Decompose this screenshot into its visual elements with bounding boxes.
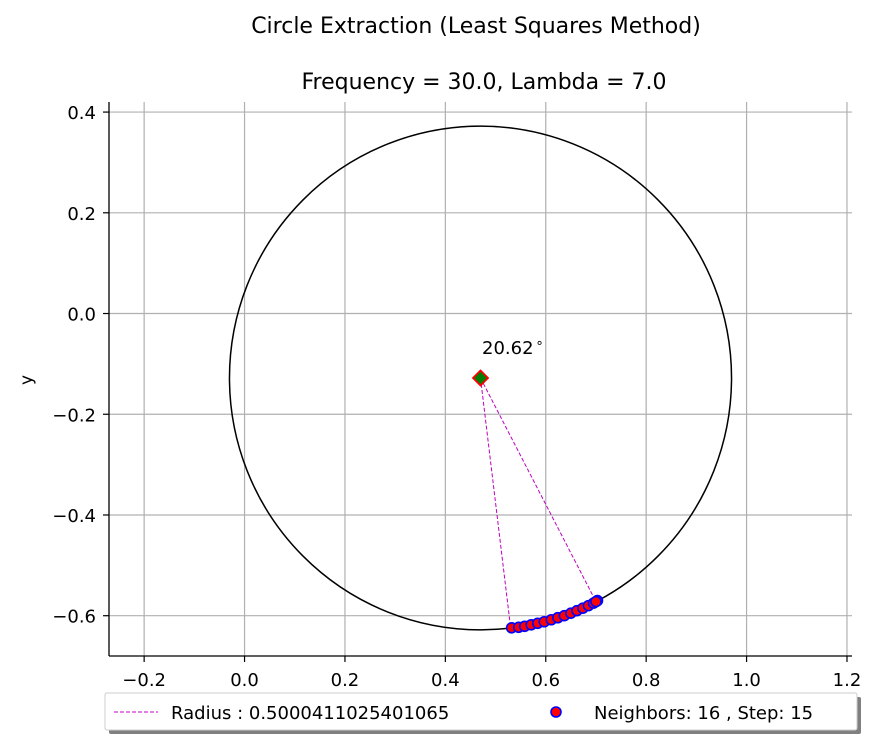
x-tick-label: 1.0 — [732, 670, 761, 691]
chart-legend: Radius : 0.5000411025401065 Neighbors: 1… — [104, 692, 861, 734]
x-tick-label: 0.6 — [531, 670, 560, 691]
fitted-circle — [228, 125, 733, 631]
grid-lines — [109, 102, 852, 656]
y-axis-label: y — [17, 375, 37, 385]
x-tick-label: 0.8 — [632, 670, 661, 691]
y-tick-label: 0.4 — [67, 103, 96, 124]
axes-spines — [108, 102, 852, 657]
y-tick-label: 0.2 — [67, 204, 96, 225]
angle-annotation: 20.62 ∘ — [482, 336, 544, 359]
y-tick-label: −0.2 — [52, 405, 96, 426]
circle-center-layer — [471, 369, 490, 387]
legend-neighbors-label: Neighbors: 16 , Step: 15 — [594, 703, 813, 724]
fitted-circle-layer — [228, 125, 733, 631]
y-axis-ticks: 0.4 0.2 0.0 −0.2 −0.4 −0.6 — [52, 103, 109, 628]
neighbor-point — [590, 595, 602, 608]
figure-suptitle: Circle Extraction (Least Squares Method) — [251, 14, 701, 39]
y-tick-label: 0.0 — [67, 305, 96, 326]
x-tick-label: 0.0 — [230, 670, 259, 691]
radius-line — [480, 377, 597, 602]
x-tick-label: 1.2 — [833, 670, 862, 691]
x-axis-ticks: −0.2 0.0 0.2 0.4 0.6 0.8 1.0 1.2 — [122, 656, 861, 691]
legend-box — [104, 692, 858, 731]
legend-radius-label: Radius : 0.5000411025401065 — [171, 703, 449, 724]
angle-degree-symbol: ∘ — [536, 336, 544, 351]
x-tick-label: −0.2 — [122, 670, 166, 691]
neighbor-points-layer — [505, 594, 604, 634]
y-tick-label: −0.4 — [52, 506, 96, 527]
x-tick-label: 0.2 — [331, 670, 360, 691]
radius-line — [480, 377, 512, 628]
legend-neighbors-swatch — [550, 706, 562, 718]
chart-title: Frequency = 30.0, Lambda = 7.0 — [301, 70, 666, 95]
radius-lines-layer — [480, 377, 597, 628]
y-tick-label: −0.6 — [52, 607, 96, 628]
angle-annotation-value: 20.62 — [482, 338, 534, 359]
center-marker — [471, 369, 490, 387]
x-tick-label: 0.4 — [431, 670, 460, 691]
